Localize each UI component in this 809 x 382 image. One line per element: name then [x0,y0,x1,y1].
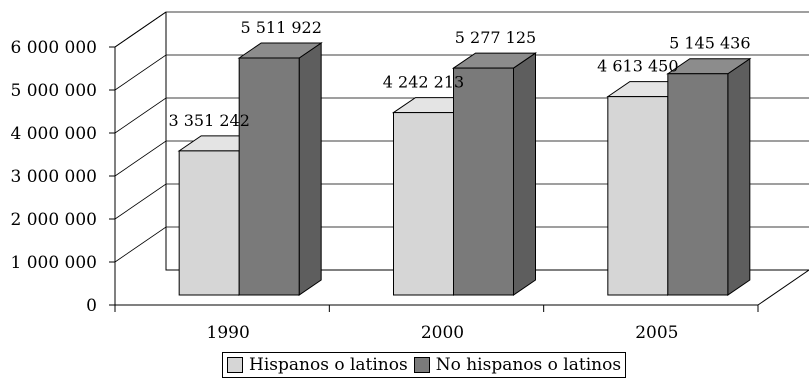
y-tick-label: 0 [86,296,97,316]
floor-right-edge [757,269,809,306]
bar-chart: 0 1 000 000 2 000 000 3 000 000 4 000 000 5 0… [10,11,809,343]
bar [453,67,514,296]
y-axis-ticks: 0 1 000 000 2 000 000 3 000 000 4 000 000 5 0… [10,38,115,316]
data-label: 4 613 450 [597,57,678,76]
legend-item-hispanos: Hispanos o latinos [227,355,408,375]
gridline [114,183,809,220]
gridline [114,226,809,263]
bar [393,112,454,296]
bar-side [727,57,751,296]
y-tick-label: 4 000 000 [10,124,97,144]
data-label: 4 242 213 [383,73,464,92]
data-label: 5 277 125 [455,28,536,47]
x-tick-label: 2000 [421,323,464,343]
bars [177,42,752,296]
gridline [114,11,809,48]
x-tick-label: 1990 [207,323,250,343]
bar [667,73,729,296]
bar [238,57,300,296]
x-axis-ticks: 1990 2000 2005 [114,305,759,343]
legend-swatch-hispanos [227,357,243,373]
legend-swatch-no-hispanos [413,357,430,373]
gridline [114,54,809,91]
data-label: 5 145 436 [669,34,750,53]
legend-label-no-hispanos: No hispanos o latinos [435,355,622,375]
gridline [114,97,809,134]
gridlines [114,11,809,263]
bar [178,150,240,296]
y-tick-label: 3 000 000 [10,167,97,187]
bar [607,96,669,296]
data-labels: 3 351 242 5 511 922 4 242 213 5 277 125 4 61… [168,18,750,130]
y-tick-label: 6 000 000 [10,38,97,58]
data-label: 3 351 242 [168,111,249,130]
legend-label-hispanos: Hispanos o latinos [249,355,408,375]
x-tick-label: 2005 [635,323,678,343]
bar-side [513,52,536,296]
bar-side [298,42,322,296]
legend-item-no-hispanos: No hispanos o latinos [413,355,622,375]
gridline [114,140,809,177]
y-tick-label: 2 000 000 [10,210,97,230]
y-tick-label: 5 000 000 [10,81,97,101]
data-label: 5 511 922 [240,18,321,37]
y-tick-label: 1 000 000 [10,253,97,273]
legend: Hispanos o latinos No hispanos o latinos [222,352,627,378]
